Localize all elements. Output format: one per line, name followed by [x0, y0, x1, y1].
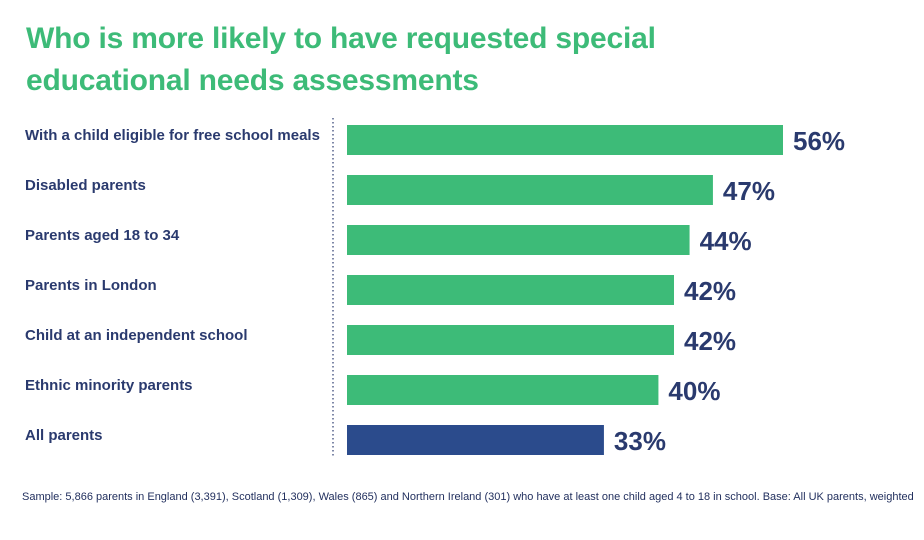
bar [347, 375, 659, 405]
category-label: Child at an independent school [25, 327, 248, 344]
value-label: 33% [614, 426, 666, 456]
footnote: Sample: 5,866 parents in England (3,391)… [22, 491, 914, 503]
value-label: 42% [684, 326, 736, 356]
category-label: Ethnic minority parents [25, 377, 193, 394]
category-label: Parents in London [25, 277, 157, 294]
bar [347, 325, 674, 355]
category-label: Parents aged 18 to 34 [25, 227, 180, 244]
bar [347, 225, 690, 255]
value-label: 56% [793, 126, 845, 156]
bar [347, 275, 674, 305]
bar [347, 175, 713, 205]
category-label: All parents [25, 427, 103, 444]
category-label: With a child eligible for free school me… [25, 127, 320, 144]
chart-title: Who is more likely to have requested spe… [26, 22, 656, 97]
bar [347, 125, 783, 155]
value-label: 47% [723, 176, 775, 206]
bar-highlight [347, 425, 604, 455]
category-label: Disabled parents [25, 177, 146, 194]
value-label: 40% [668, 376, 720, 406]
value-label: 44% [700, 226, 752, 256]
value-label: 42% [684, 276, 736, 306]
